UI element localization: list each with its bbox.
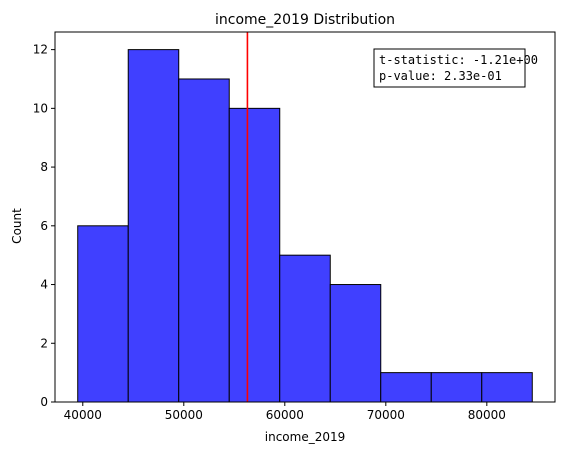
histogram-bar bbox=[178, 78, 230, 403]
histogram-bar bbox=[127, 49, 180, 403]
plot-area-frame bbox=[54, 31, 556, 403]
x-tick-label: 50000 bbox=[165, 408, 203, 422]
y-tick-label: 4 bbox=[40, 278, 48, 292]
y-tick-label: 10 bbox=[33, 101, 48, 115]
y-axis-ticks: 0 2 4 6 8 10 12 bbox=[33, 43, 55, 409]
stats-annotation: t-statistic: -1.21e+00 p-value: 2.33e-01 bbox=[373, 48, 538, 88]
x-axis-ticks: 40000 50000 60000 70000 80000 bbox=[64, 402, 506, 422]
x-axis-label: income_2019 bbox=[265, 430, 346, 444]
x-tick-label: 70000 bbox=[367, 408, 405, 422]
y-tick-label: 2 bbox=[40, 336, 48, 350]
histogram-bar bbox=[279, 254, 331, 403]
p-value-text: p-value: 2.33e-01 bbox=[379, 69, 502, 83]
y-tick-label: 12 bbox=[33, 43, 48, 57]
histogram-bar bbox=[77, 225, 129, 403]
y-axis-label: Count bbox=[10, 208, 24, 244]
x-tick-label: 40000 bbox=[64, 408, 102, 422]
x-tick-label: 60000 bbox=[266, 408, 304, 422]
histogram-bar bbox=[430, 372, 483, 403]
bars-group bbox=[77, 49, 533, 403]
histogram-bar bbox=[228, 107, 281, 403]
y-tick-label: 0 bbox=[40, 395, 48, 409]
histogram-bar bbox=[329, 284, 382, 403]
histogram-bar bbox=[481, 372, 533, 403]
y-tick-label: 6 bbox=[40, 219, 48, 233]
chart-title: income_2019 Distribution bbox=[215, 12, 395, 28]
histogram-bar bbox=[380, 372, 432, 403]
x-tick-label: 80000 bbox=[468, 408, 506, 422]
t-statistic-text: t-statistic: -1.21e+00 bbox=[379, 53, 538, 67]
y-tick-label: 8 bbox=[40, 160, 48, 174]
stats-annotation-box bbox=[373, 48, 526, 88]
